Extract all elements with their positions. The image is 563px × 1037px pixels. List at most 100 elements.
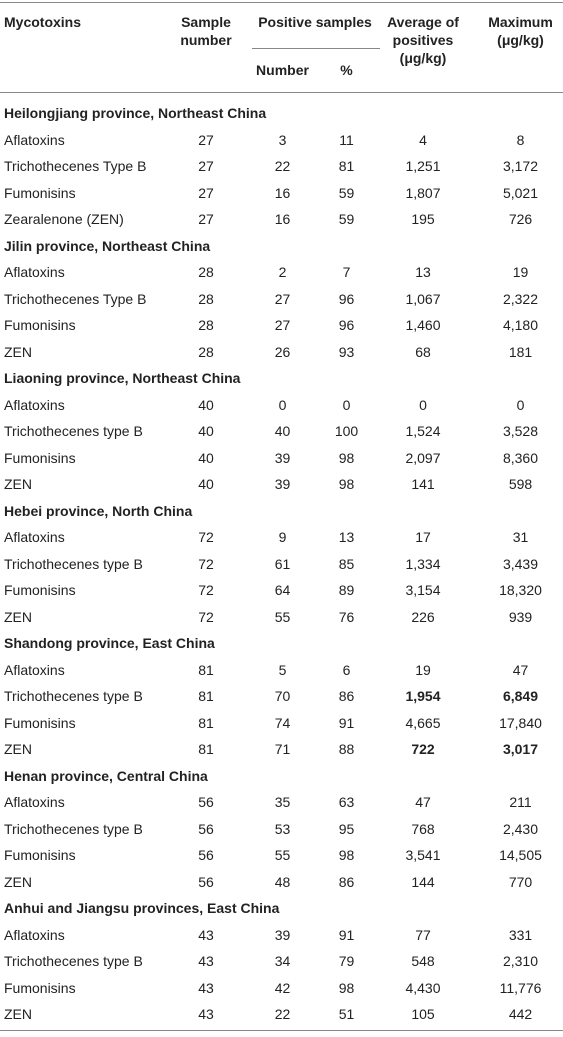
positive-percent-cell: 91: [338, 714, 355, 731]
positive-percent-cell: 86: [338, 873, 355, 890]
average-cell: 105: [411, 1006, 435, 1022]
average-cell: 77: [415, 926, 431, 943]
sample-number-cell: 72: [198, 555, 214, 572]
positive-number-cell: 39: [274, 476, 291, 492]
positive-percent-cell: 95: [338, 820, 355, 837]
average-cell: 1,460: [405, 317, 441, 333]
maximum-cell: 2,322: [502, 290, 539, 307]
maximum-cell: 14,505: [499, 847, 542, 863]
sample-number-cell: 40: [198, 449, 214, 466]
positive-percent-cell: 89: [338, 582, 355, 598]
header-sample-number: Sample number: [180, 14, 232, 48]
positive-number-cell: 61: [274, 555, 291, 572]
header-positive-samples: Positive samples: [258, 14, 372, 30]
sample-number-cell: 43: [198, 926, 214, 943]
maximum-cell: 2,430: [502, 820, 539, 837]
positive-number-cell: 27: [274, 290, 291, 307]
positive-number-cell: 26: [274, 343, 291, 360]
sample-number-cell: 43: [198, 953, 214, 969]
average-cell: 4: [419, 131, 427, 148]
positive-percent-cell: 98: [338, 847, 355, 863]
mycotoxin-cell: Fumonisins: [4, 847, 76, 863]
positive-number-cell: 48: [274, 873, 291, 890]
maximum-cell: 31: [512, 529, 529, 545]
positive-number-cell: 22: [274, 1006, 291, 1022]
positive-percent-cell: 6: [342, 661, 351, 678]
positive-percent-cell: 51: [338, 1006, 355, 1022]
mycotoxin-cell: ZEN: [4, 608, 32, 625]
positive-number-cell: 74: [274, 714, 291, 731]
sample-number-cell: 27: [198, 184, 214, 201]
positive-number-cell: 3: [278, 131, 287, 148]
sample-number-cell: 81: [198, 714, 214, 731]
mycotoxin-cell: ZEN: [4, 741, 32, 757]
average-cell: 3,154: [405, 582, 441, 598]
maximum-cell: 3,439: [502, 555, 539, 572]
sample-number-cell: 72: [198, 608, 214, 625]
positive-percent-cell: 100: [334, 423, 359, 439]
positive-percent-cell: 93: [338, 343, 355, 360]
mycotoxin-cell: Aflatoxins: [4, 396, 65, 413]
average-cell: 1,334: [405, 555, 441, 572]
sample-number-cell: 56: [198, 847, 214, 863]
section-title: Heilongjiang province, Northeast China: [4, 105, 267, 121]
maximum-cell: 0: [516, 396, 525, 413]
positive-percent-cell: 91: [338, 926, 355, 943]
maximum-cell: 8,360: [502, 449, 539, 466]
maximum-cell: 8: [516, 131, 525, 148]
average-cell: 4,665: [405, 714, 441, 731]
mycotoxin-cell: ZEN: [4, 873, 32, 890]
average-cell: 722: [411, 741, 435, 757]
sample-number-cell: 43: [198, 1006, 214, 1022]
positive-percent-cell: 88: [338, 741, 355, 757]
positive-percent-cell: 76: [338, 608, 355, 625]
sample-number-cell: 27: [198, 158, 214, 174]
positive-number-cell: 9: [278, 529, 287, 545]
sample-number-cell: 28: [198, 317, 214, 333]
positive-percent-cell: 98: [338, 476, 355, 492]
mycotoxin-cell: Aflatoxins: [4, 529, 65, 545]
section-title: Jilin province, Northeast China: [4, 237, 211, 254]
positive-percent-cell: 81: [338, 158, 355, 174]
mycotoxin-cell: Trichothecenes type B: [4, 688, 143, 704]
maximum-cell: 726: [508, 211, 533, 227]
positive-percent-cell: 98: [338, 449, 355, 466]
sample-number-cell: 72: [198, 582, 214, 598]
average-cell: 226: [411, 608, 435, 625]
positive-number-cell: 64: [274, 582, 291, 598]
group-rule: [252, 48, 380, 49]
mycotoxin-cell: Trichothecenes Type B: [4, 290, 147, 307]
average-cell: 19: [415, 661, 431, 678]
positive-number-cell: 40: [274, 423, 291, 439]
positive-number-cell: 71: [274, 741, 291, 757]
maximum-cell: 18,320: [499, 582, 542, 598]
sample-number-cell: 28: [198, 264, 214, 280]
positive-percent-cell: 96: [338, 317, 355, 333]
mycotoxin-cell: Aflatoxins: [4, 794, 65, 810]
maximum-cell: 181: [508, 343, 533, 360]
positive-number-cell: 42: [274, 979, 291, 996]
positive-percent-cell: 11: [339, 131, 354, 148]
header-number: Number: [256, 62, 309, 78]
average-cell: 1,251: [405, 158, 441, 174]
average-cell: 144: [411, 873, 435, 890]
mycotoxin-cell: Trichothecenes type B: [4, 555, 143, 572]
mycotoxin-cell: Trichothecenes type B: [4, 423, 143, 439]
average-cell: 2,097: [405, 449, 441, 466]
top-rule: [0, 2, 563, 3]
positive-percent-cell: 63: [338, 794, 355, 810]
section-title: Henan province, Central China: [4, 767, 208, 784]
positive-percent-cell: 59: [338, 211, 355, 227]
maximum-cell: 442: [508, 1006, 533, 1022]
positive-number-cell: 5: [278, 661, 287, 678]
mycotoxin-cell: Fumonisins: [4, 317, 76, 333]
average-cell: 13: [415, 264, 431, 280]
average-cell: 548: [411, 953, 435, 969]
mycotoxin-cell: Zearalenone (ZEN): [4, 211, 124, 227]
positive-number-cell: 55: [274, 608, 291, 625]
average-cell: 768: [411, 820, 435, 837]
positive-number-cell: 70: [274, 688, 291, 704]
average-cell: 195: [411, 211, 435, 227]
mycotoxin-cell: Fumonisins: [4, 714, 76, 731]
